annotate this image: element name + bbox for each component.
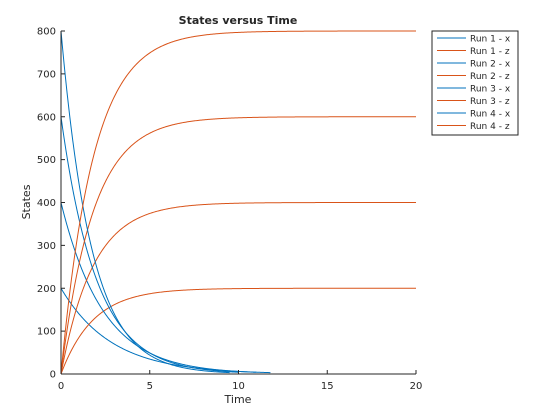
legend-label: Run 2 - z — [470, 72, 510, 82]
x-tick-label: 10 — [232, 381, 245, 392]
legend: Run 1 - x Run 1 - z Run 2 - x Run 2 - z Run … — [431, 30, 519, 136]
x-tick-label: 15 — [321, 381, 334, 392]
legend-label: Run 3 - z — [470, 97, 510, 107]
legend-label: Run 4 - x — [470, 110, 511, 120]
series-line-run-2-z — [60, 202, 416, 375]
series-line-run-2-x — [60, 202, 257, 373]
y-tick-label: 100 — [37, 327, 56, 338]
legend-items: Run 1 - x Run 1 - z Run 2 - x Run 2 - z Run … — [437, 35, 511, 132]
x-axis-label: Time — [224, 393, 252, 406]
y-tick-label: 0 — [50, 370, 56, 381]
chart-title: States versus Time — [179, 14, 298, 27]
y-tick-label: 500 — [37, 155, 56, 166]
legend-label: Run 1 - z — [470, 47, 510, 57]
series-layer — [60, 30, 416, 375]
x-tick-label: 0 — [58, 381, 64, 392]
y-tick-label: 700 — [37, 69, 56, 80]
legend-label: Run 2 - x — [470, 60, 511, 70]
x-tick-label: 20 — [410, 381, 423, 392]
series-line-run-1-z — [60, 287, 416, 375]
series-line-run-3-x — [60, 116, 239, 373]
y-tick-label: 300 — [37, 241, 56, 252]
series-line-run-4-x — [60, 30, 230, 374]
y-tick-label: 800 — [37, 27, 56, 38]
legend-box — [431, 30, 519, 136]
legend-label: Run 1 - x — [470, 35, 511, 45]
series-line-run-3-z — [60, 116, 416, 375]
x-ticks: 0 5 10 15 20 — [58, 370, 423, 392]
y-axis-label: States — [20, 184, 33, 219]
y-tick-label: 600 — [37, 112, 56, 123]
x-tick-label: 5 — [147, 381, 153, 392]
legend-label: Run 3 - x — [470, 85, 511, 95]
legend-label: Run 4 - z — [470, 122, 510, 132]
y-ticks: 0 100 200 300 400 500 600 700 800 — [37, 27, 65, 381]
y-tick-label: 200 — [37, 284, 56, 295]
series-line-run-4-z — [60, 30, 416, 375]
y-tick-label: 400 — [37, 198, 56, 209]
